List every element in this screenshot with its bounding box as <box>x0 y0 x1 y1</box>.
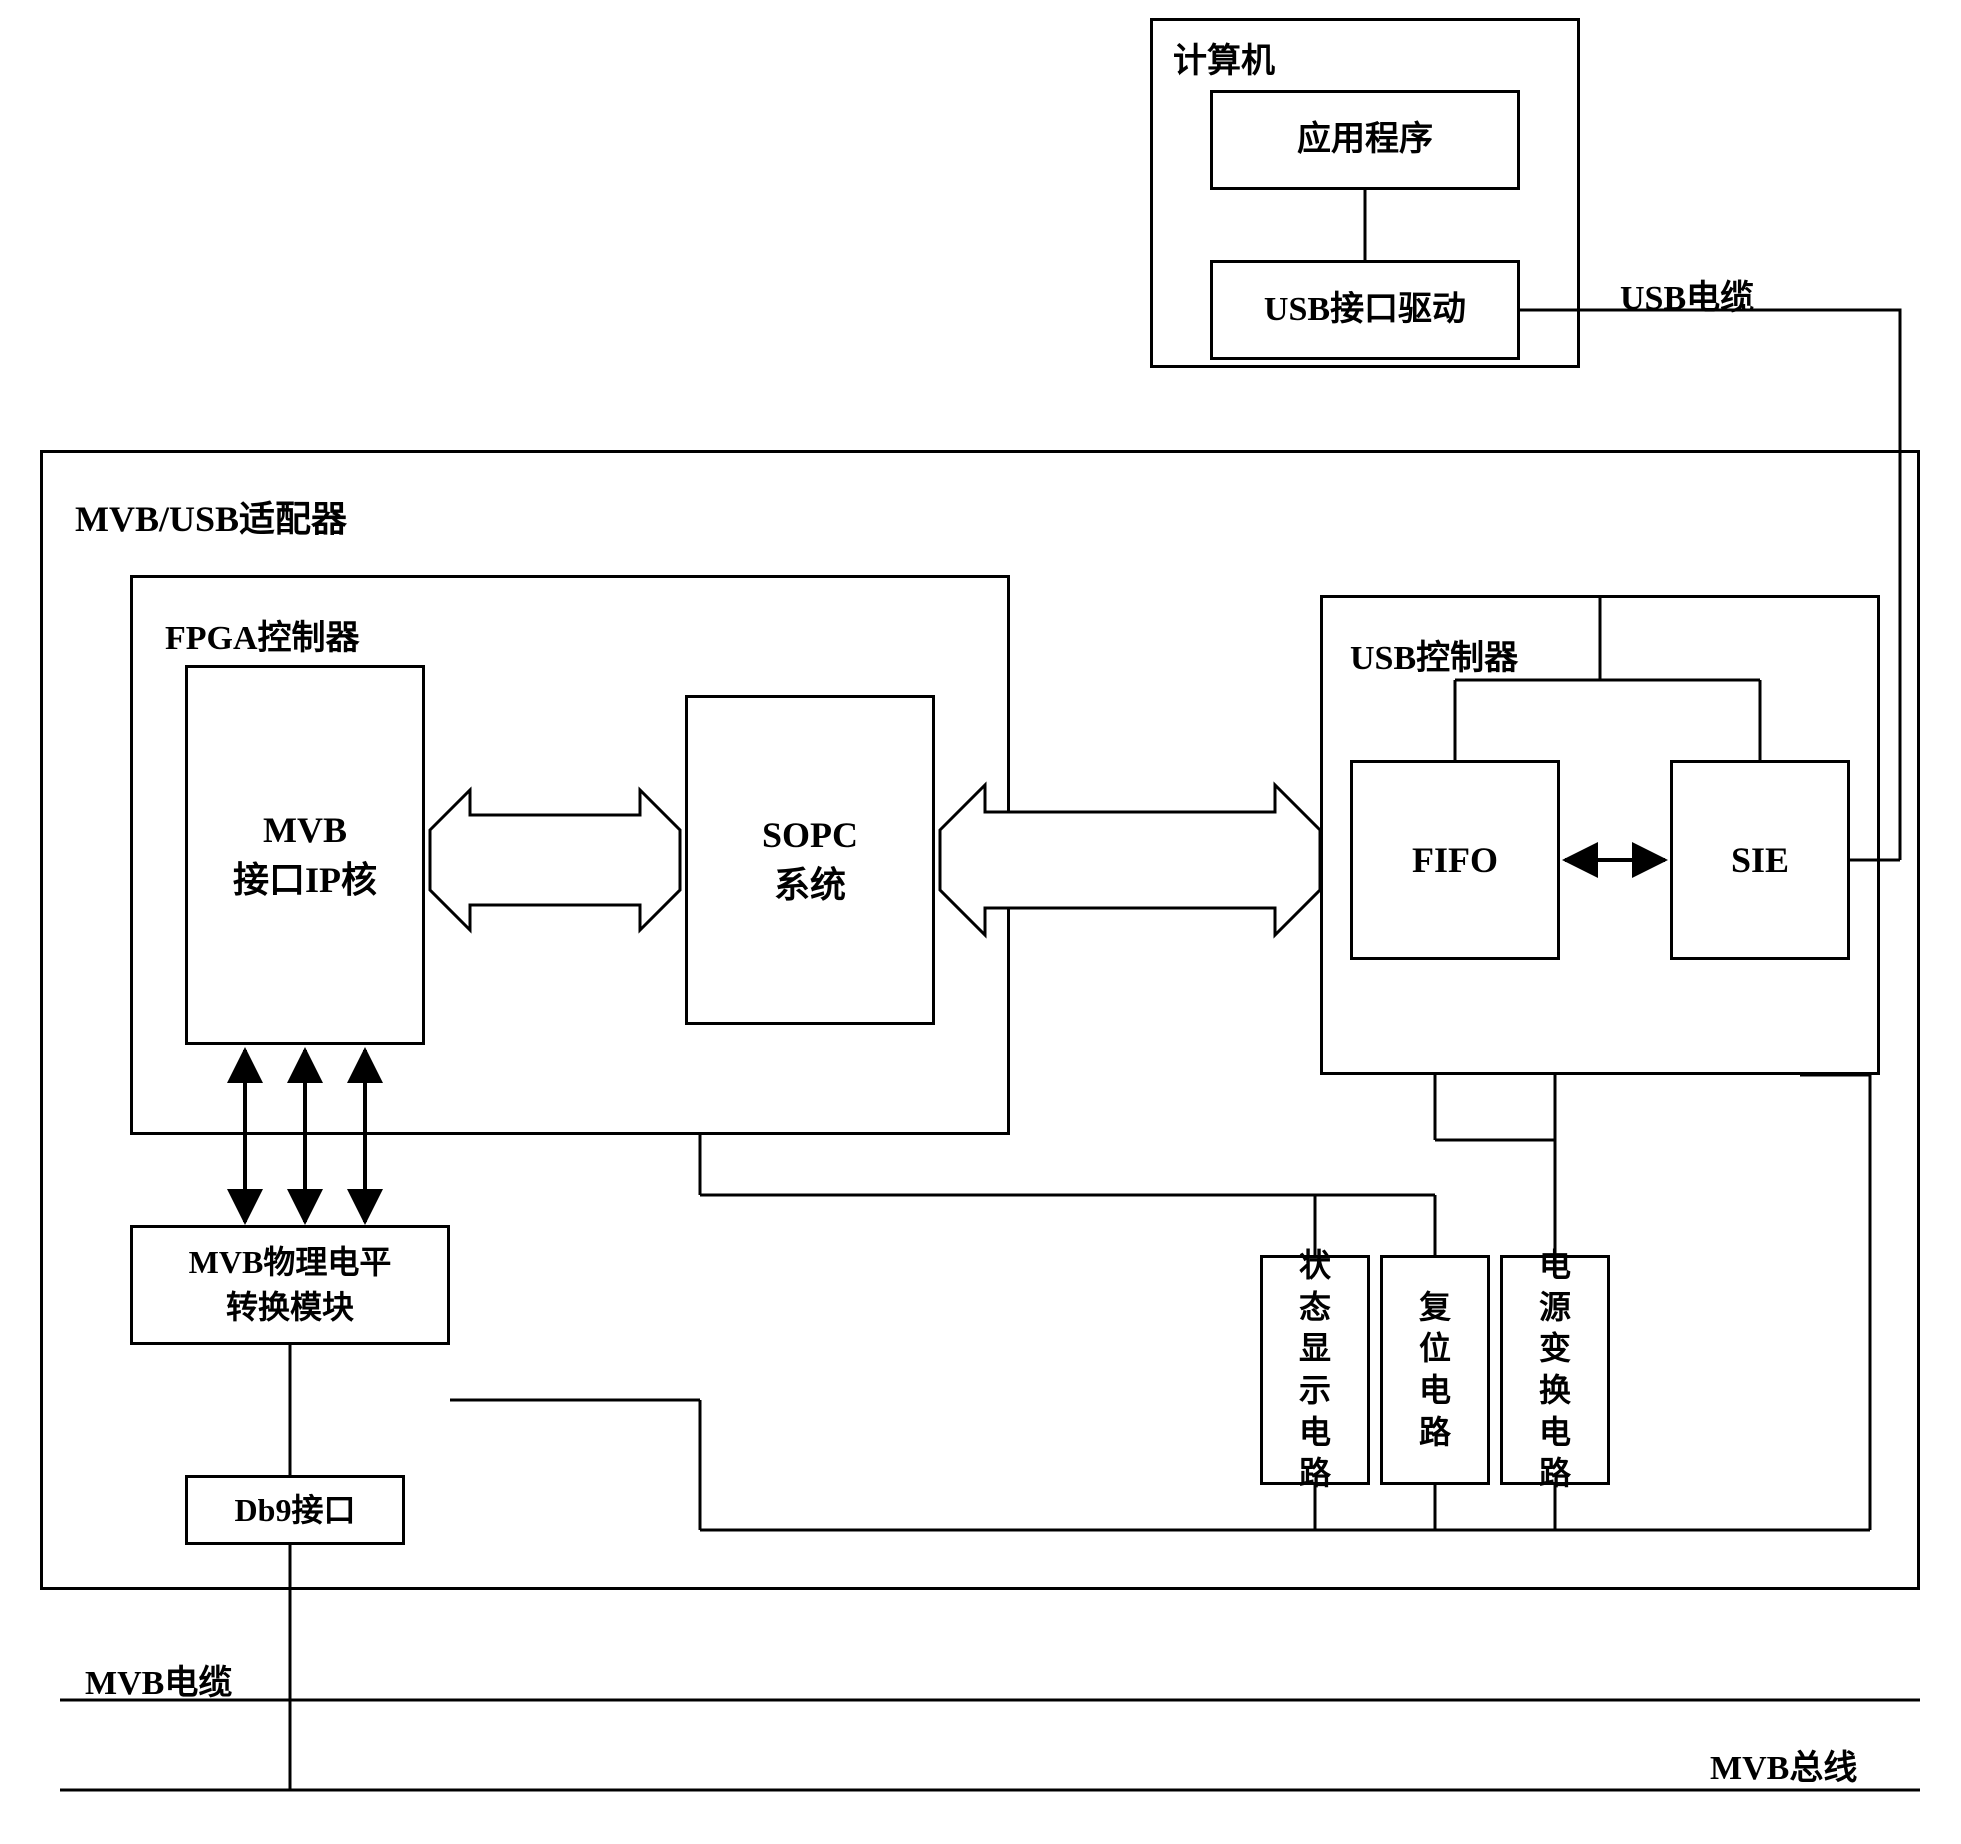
fifo-label: FIFO <box>1412 835 1498 885</box>
avalon-bus-label: Avalon总线 <box>450 865 599 909</box>
diagram-canvas: 计算机 应用程序 USB接口驱动 USB电缆 MVB/USB适配器 FPGA控制… <box>0 0 1961 1844</box>
status-circuit-label: 状态显示电路 <box>1296 1245 1334 1495</box>
mvb-phy-line2: 转换模块 <box>226 1285 354 1330</box>
fifo-box: FIFO <box>1350 760 1560 960</box>
power-circuit-label: 电源变换电路 <box>1536 1245 1574 1495</box>
mvb-phy-box: MVB物理电平 转换模块 <box>130 1225 450 1345</box>
mvb-ip-box: MVB 接口IP核 <box>185 665 425 1045</box>
usb-driver-label: USB接口驱动 <box>1264 286 1466 334</box>
mvb-ip-line1: MVB <box>263 805 347 855</box>
app-box: 应用程序 <box>1210 90 1520 190</box>
mvb-bus-label: MVB总线 <box>1710 1740 1857 1789</box>
mvb-phy-line1: MVB物理电平 <box>189 1240 392 1285</box>
reset-circuit-box: 复位电路 <box>1380 1255 1490 1485</box>
power-circuit-box: 电源变换电路 <box>1500 1255 1610 1485</box>
sie-box: SIE <box>1670 760 1850 960</box>
adapter-title: MVB/USB适配器 <box>75 490 347 542</box>
sie-label: SIE <box>1731 835 1789 885</box>
db9-box: Db9接口 <box>185 1475 405 1545</box>
usb-driver-box: USB接口驱动 <box>1210 260 1520 360</box>
computer-title: 计算机 <box>1173 33 1275 82</box>
reset-circuit-label: 复位电路 <box>1416 1287 1454 1453</box>
sopc-box: SOPC 系统 <box>685 695 935 1025</box>
usb-cable-label: USB电缆 <box>1620 270 1754 319</box>
status-circuit-box: 状态显示电路 <box>1260 1255 1370 1485</box>
tri-avalon-label: 三态Avalon总线 <box>1030 865 1239 909</box>
mvb-ip-line2: 接口IP核 <box>233 855 377 905</box>
app-label: 应用程序 <box>1297 116 1433 164</box>
fpga-title: FPGA控制器 <box>165 610 360 659</box>
db9-label: Db9接口 <box>235 1488 356 1533</box>
usb-controller-title: USB控制器 <box>1350 630 1518 679</box>
sopc-line2: 系统 <box>774 860 846 910</box>
mvb-cable-label: MVB电缆 <box>85 1655 232 1704</box>
sopc-line1: SOPC <box>762 810 858 860</box>
